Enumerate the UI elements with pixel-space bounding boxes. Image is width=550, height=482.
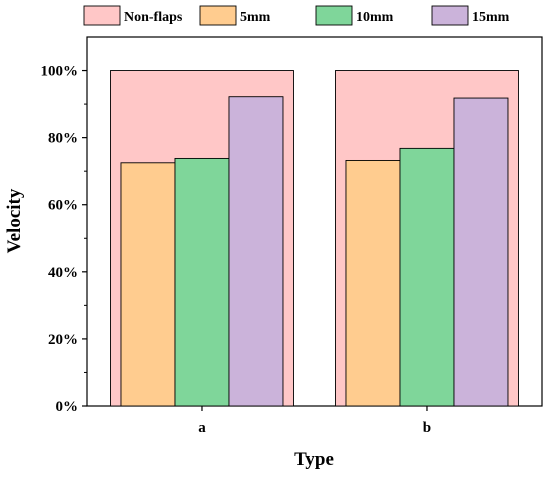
y-tick-label-20: 20%	[48, 332, 78, 348]
y-tick-label-100: 100%	[41, 64, 79, 80]
bars-group	[110, 70, 519, 407]
bar-10mm-a	[174, 157, 230, 407]
y-axis-title: Velocity	[4, 188, 25, 253]
legend-label-15mm: 15mm	[472, 10, 510, 25]
legend-label-10mm: 10mm	[356, 10, 394, 25]
y-tick-label-60: 60%	[48, 198, 78, 214]
legend-swatch-Non-flaps	[83, 5, 121, 26]
legend-swatch-5mm	[199, 5, 237, 26]
legend-swatch-10mm	[315, 5, 353, 26]
axes-group: a b 0% 20% 40% 60% 80% 100%	[41, 64, 432, 436]
bar-15mm-b	[453, 97, 509, 407]
legend: Non-flaps 5mm 10mm 15mm	[83, 5, 510, 26]
bar-5mm-b	[345, 159, 401, 407]
legend-label-5mm: 5mm	[240, 10, 271, 25]
bar-10mm-b	[399, 147, 455, 407]
legend-swatch-15mm	[431, 5, 469, 26]
x-tick-label-a: a	[198, 420, 206, 436]
bar-15mm-a	[228, 96, 284, 407]
x-tick-label-b: b	[423, 420, 431, 436]
y-tick-label-80: 80%	[48, 131, 78, 147]
y-tick-label-0: 0%	[56, 399, 79, 415]
bar-5mm-a	[120, 162, 176, 407]
x-axis-title: Type	[294, 449, 334, 470]
legend-label-Non-flaps: Non-flaps	[124, 10, 183, 25]
y-tick-label-40: 40%	[48, 265, 78, 281]
